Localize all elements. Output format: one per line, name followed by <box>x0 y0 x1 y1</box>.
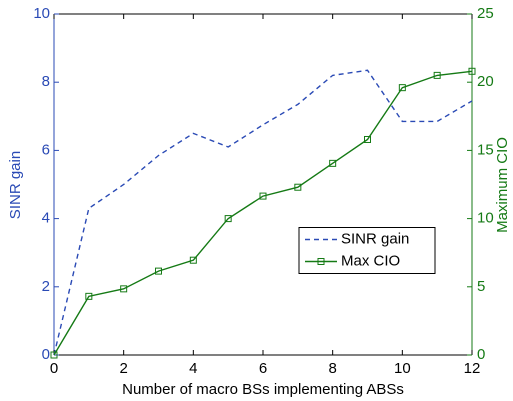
x-tick-label: 8 <box>328 360 336 377</box>
marker <box>50 351 58 359</box>
y-tick-label: 6 <box>42 141 50 158</box>
legend-label: SINR gain <box>341 230 409 247</box>
x-tick-label: 0 <box>50 360 58 377</box>
marker <box>85 292 93 300</box>
y2-tick-label: 20 <box>477 73 494 90</box>
marker <box>224 215 232 223</box>
marker <box>189 256 197 264</box>
marker <box>294 183 302 191</box>
y-axis-label: SINR gain <box>7 151 24 219</box>
legend-box <box>298 227 436 274</box>
marker <box>155 267 162 275</box>
x-tick-label: 6 <box>259 360 267 377</box>
x-axis-label: Number of macro BSs implementing ABSs <box>122 381 404 398</box>
y2-tick-label: 25 <box>477 5 494 22</box>
x-tick-label: 2 <box>119 360 127 377</box>
y-tick-label: 8 <box>42 73 50 90</box>
y2-tick-label: 15 <box>477 141 494 158</box>
x-tick-label: 4 <box>189 360 197 377</box>
x-tick-label: 10 <box>394 360 411 377</box>
marker <box>329 159 337 167</box>
marker <box>398 84 406 92</box>
marker <box>468 67 476 75</box>
y-tick-label: 2 <box>42 278 50 295</box>
y2-tick-label: 10 <box>477 210 494 227</box>
y-tick-label: 10 <box>33 5 50 22</box>
legend-marker <box>317 258 325 265</box>
y2-tick-label: 5 <box>477 278 485 295</box>
marker <box>120 285 128 293</box>
y-tick-label: 4 <box>42 210 50 227</box>
y2-axis-label: Maximum CIO <box>494 137 511 233</box>
marker <box>364 135 371 143</box>
series-line <box>53 69 473 356</box>
legend-label: Max CIO <box>341 252 400 269</box>
y2-tick-label: 0 <box>477 346 485 363</box>
y-tick-label: 0 <box>42 346 50 363</box>
x-tick-label: 12 <box>464 360 481 377</box>
series-line <box>53 70 473 356</box>
marker <box>259 192 267 200</box>
marker <box>433 71 441 79</box>
